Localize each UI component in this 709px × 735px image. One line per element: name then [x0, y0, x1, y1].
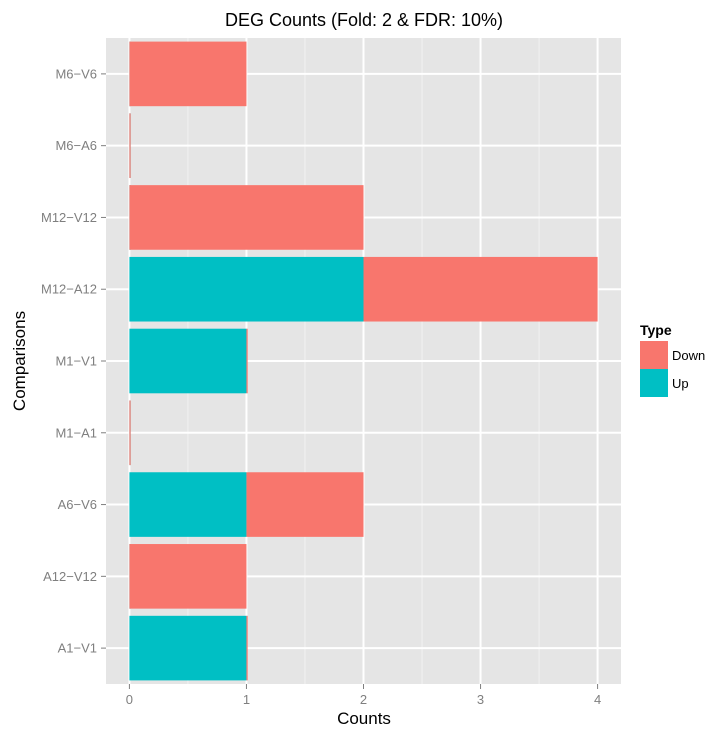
legend: Type Down Up	[640, 322, 705, 397]
x-tick-label: 1	[243, 692, 250, 707]
y-axis-ticks: A1−V1 A12−V12 A6−V6 M1−A1 M1−V1 M12−A12 M12−V1…	[41, 66, 106, 656]
bar-down	[246, 472, 364, 537]
bar-down	[246, 328, 248, 394]
x-axis-ticks: 0 1 2 3 4	[126, 684, 601, 707]
legend-label-down: Down	[672, 348, 705, 363]
bar-up	[129, 256, 364, 322]
y-tick-label: A1−V1	[58, 641, 97, 656]
bar-down	[129, 544, 247, 609]
y-tick-label: M1−V1	[55, 354, 97, 369]
legend-title: Type	[640, 322, 672, 338]
x-tick-label: 2	[360, 692, 367, 707]
x-axis-title: Counts	[337, 709, 391, 728]
bar-up	[129, 328, 247, 394]
y-tick-label: A6−V6	[58, 497, 97, 512]
y-tick-label: M6−V6	[55, 66, 97, 81]
bar-down	[246, 615, 248, 681]
bars	[129, 41, 598, 681]
legend-label-up: Up	[672, 376, 689, 391]
bar-down	[129, 41, 247, 107]
bar-down	[129, 113, 131, 178]
x-tick-label: 4	[594, 692, 601, 707]
y-tick-label: M12−A12	[41, 282, 97, 297]
x-tick-label: 3	[477, 692, 484, 707]
legend-swatch-down	[640, 341, 668, 369]
x-tick-label: 0	[126, 692, 133, 707]
bar-up	[129, 615, 247, 681]
y-tick-label: M6−A6	[55, 138, 97, 153]
bar-up	[129, 472, 247, 537]
bar-down	[129, 185, 364, 250]
y-axis-title: Comparisons	[10, 311, 29, 411]
y-tick-label: M12−V12	[41, 210, 97, 225]
chart-title: DEG Counts (Fold: 2 & FDR: 10%)	[225, 10, 503, 30]
legend-swatch-up	[640, 369, 668, 397]
bar-down	[363, 256, 598, 322]
y-tick-label: M1−A1	[55, 425, 97, 440]
y-tick-label: A12−V12	[43, 569, 97, 584]
bar-down	[129, 400, 131, 466]
